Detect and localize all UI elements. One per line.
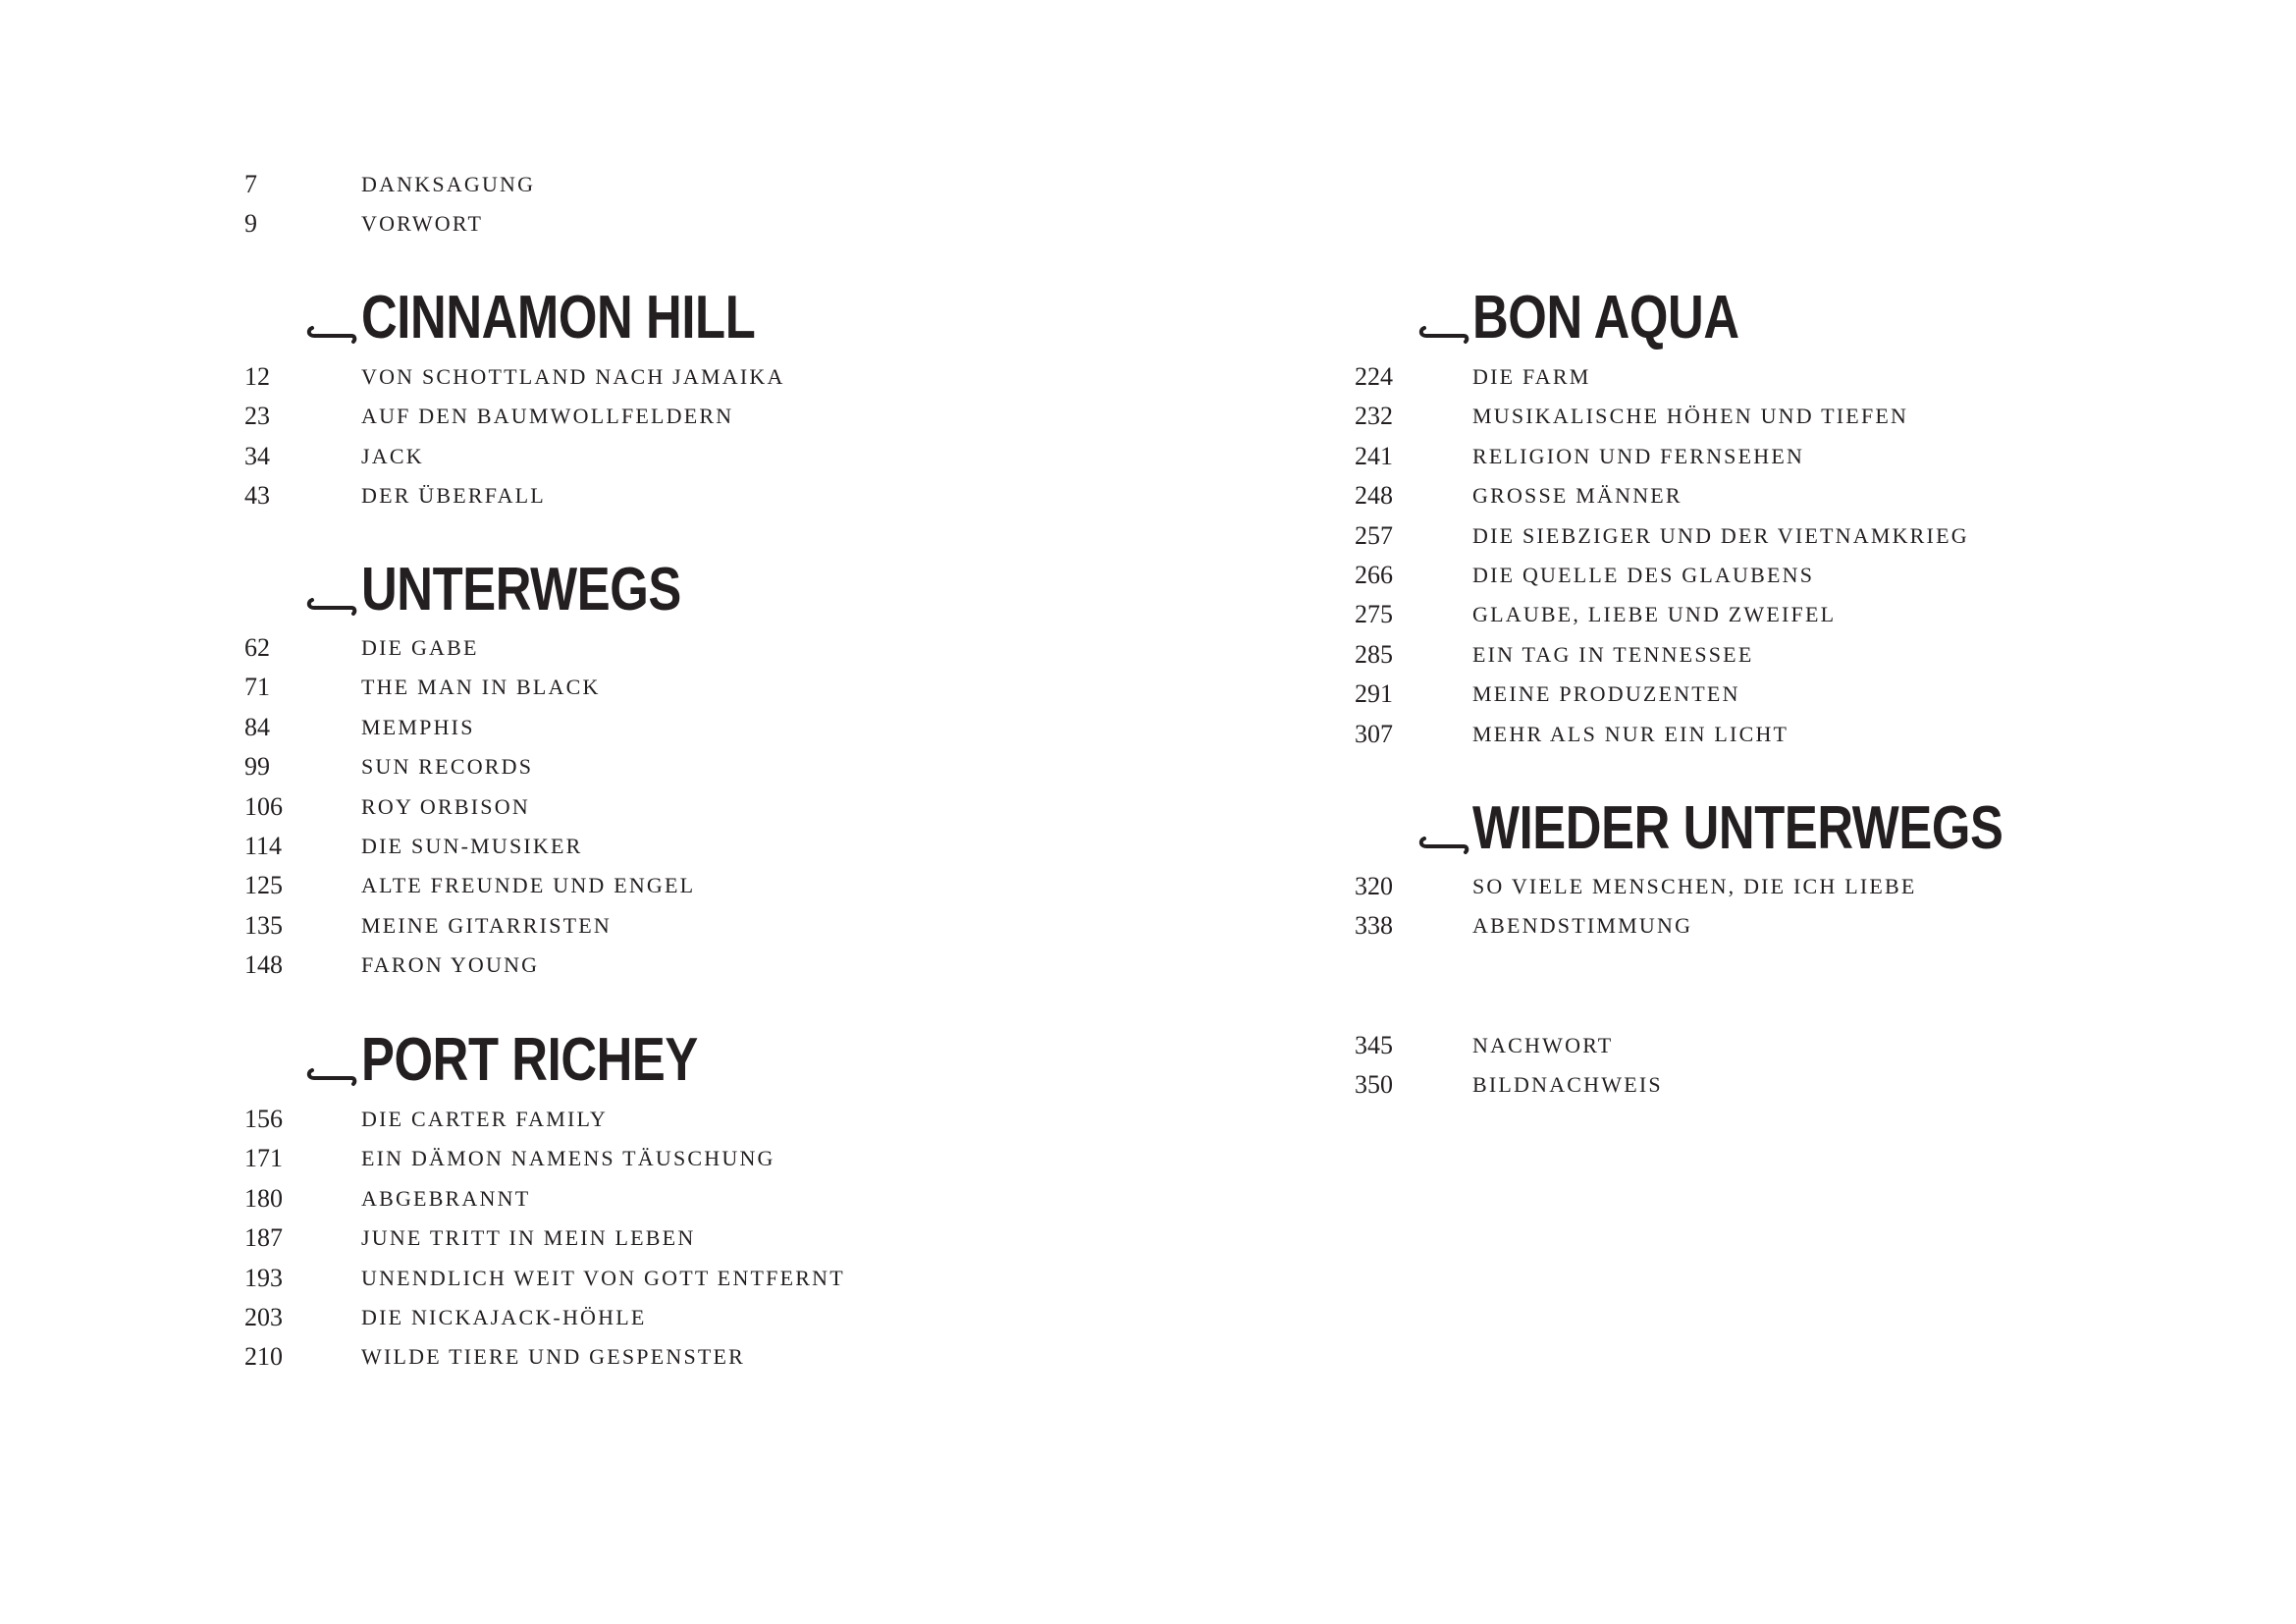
- page-number: 187: [244, 1223, 283, 1253]
- entry-title: Vorwort: [361, 211, 484, 237]
- page-number: 241: [1355, 441, 1393, 470]
- entry-title: Die Gabe: [361, 635, 479, 660]
- section-title: UNTERWEGS: [361, 556, 681, 623]
- page-number: 114: [244, 832, 283, 860]
- entry-title: Wilde Tiere und Gespenster: [361, 1344, 746, 1370]
- entry-title: Die Nickajack-Höhle: [361, 1305, 647, 1329]
- page-number: 210: [244, 1342, 283, 1372]
- entry-title: Die Farm: [1472, 364, 1591, 389]
- page-number: 125: [244, 871, 283, 900]
- entry-title: Die Quelle des Glaubens: [1472, 563, 1815, 587]
- entry-title: The Man in Black: [361, 675, 601, 700]
- page-number: 248: [1355, 481, 1393, 511]
- ornamental-dash-icon: [306, 579, 359, 616]
- ornamental-dash-icon: [1418, 307, 1471, 344]
- page-number: 148: [244, 950, 283, 980]
- page-number: 224: [1355, 362, 1393, 391]
- entry-title: Sun Records: [361, 754, 534, 780]
- page-number: 23: [244, 402, 270, 431]
- page-number: 171: [244, 1144, 283, 1173]
- entry-title: Musikalische Höhen und Tiefen: [1472, 404, 1909, 429]
- page-number: 156: [244, 1105, 283, 1133]
- entry-title: Danksagung: [361, 172, 536, 196]
- ornamental-dash-icon: [306, 1050, 359, 1086]
- entry-title: Unendlich weit von Gott entfernt: [361, 1265, 845, 1290]
- section-title: PORT RICHEY: [361, 1026, 698, 1094]
- page-number: 62: [244, 633, 270, 662]
- section-title: BON AQUA: [1472, 284, 1739, 352]
- entry-title: Abendstimmung: [1472, 913, 1693, 939]
- page-number: 345: [1355, 1031, 1393, 1059]
- page-number: 34: [244, 441, 270, 470]
- page-number: 320: [1355, 872, 1393, 900]
- entry-title: Ein Dämon namens Täuschung: [361, 1146, 775, 1171]
- entry-title: Der Überfall: [361, 483, 546, 509]
- entry-title: Nachwort: [1472, 1033, 1614, 1057]
- page-number: 307: [1355, 719, 1393, 748]
- entry-title: Jack: [361, 443, 424, 468]
- page-number: 43: [244, 481, 270, 511]
- entry-title: Ein Tag in Tennessee: [1472, 641, 1754, 667]
- page-number: 350: [1355, 1070, 1393, 1100]
- page-number: 257: [1355, 520, 1393, 550]
- page-number: 232: [1355, 402, 1393, 431]
- entry-title: So viele Menschen, die ich liebe: [1472, 874, 1917, 898]
- page-number: 291: [1355, 679, 1393, 709]
- section-title: CINNAMON HILL: [361, 284, 756, 352]
- entry-title: Die Carter Family: [361, 1107, 609, 1131]
- entry-title: June tritt in mein Leben: [361, 1225, 696, 1251]
- entry-title: Roy Orbison: [361, 793, 530, 819]
- page-number: 266: [1355, 561, 1393, 589]
- page-number: 285: [1355, 639, 1393, 669]
- page-number: 9: [244, 209, 257, 239]
- ornamental-dash-icon: [1418, 818, 1471, 854]
- page-number: 84: [244, 712, 270, 741]
- page-number: 338: [1355, 911, 1393, 941]
- entry-title: Die Siebziger und der Vietnamkrieg: [1472, 522, 1969, 548]
- entry-title: Von Schottland nach Jamaika: [361, 364, 785, 389]
- ornamental-dash-icon: [306, 307, 359, 344]
- page-number: 99: [244, 752, 270, 782]
- entry-title: Meine Gitarristen: [361, 912, 613, 938]
- entry-title: Grosse Männer: [1472, 483, 1682, 509]
- page-number: 180: [244, 1183, 283, 1213]
- page-number: 203: [244, 1303, 283, 1331]
- entry-title: Memphis: [361, 714, 475, 739]
- entry-title: Glaube, Liebe und Zweifel: [1472, 602, 1837, 627]
- entry-title: Bildnachweis: [1472, 1072, 1663, 1098]
- page-number: 71: [244, 673, 270, 702]
- entry-title: Alte Freunde und Engel: [361, 873, 696, 898]
- entry-title: Meine Produzenten: [1472, 681, 1740, 707]
- entry-title: Abgebrannt: [361, 1185, 531, 1211]
- entry-title: Faron Young: [361, 952, 540, 978]
- page-number: 106: [244, 791, 283, 821]
- entry-title: Mehr als nur ein Licht: [1472, 721, 1789, 746]
- entry-title: Die Sun-Musiker: [361, 834, 583, 858]
- page-number: 135: [244, 910, 283, 940]
- entry-title: Auf den Baumwollfeldern: [361, 404, 734, 429]
- page-number: 275: [1355, 600, 1393, 629]
- entry-title: Religion und Fernsehen: [1472, 443, 1805, 468]
- page-number: 7: [244, 170, 257, 198]
- page-number: 12: [244, 362, 270, 391]
- section-title: WIEDER UNTERWEGS: [1472, 794, 2003, 862]
- page-number: 193: [244, 1263, 283, 1292]
